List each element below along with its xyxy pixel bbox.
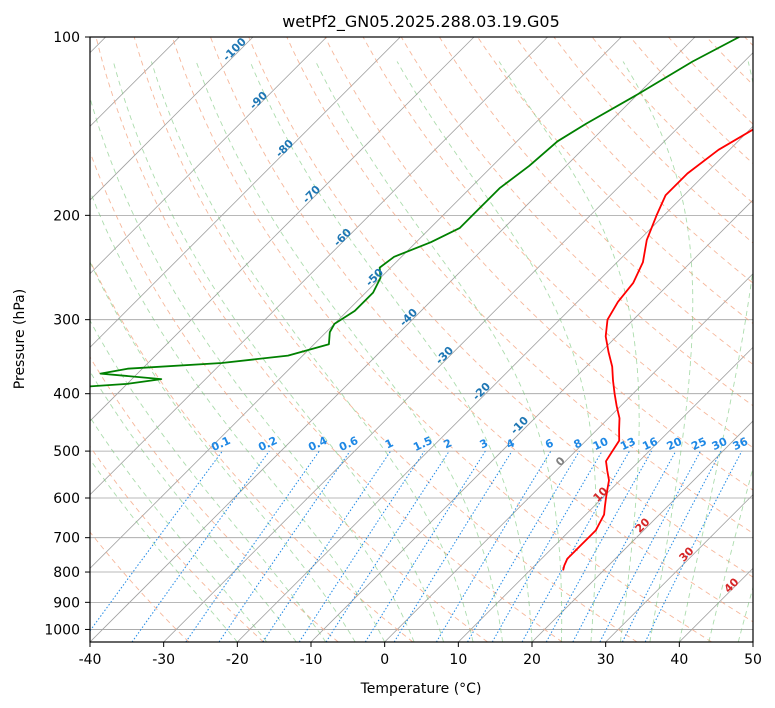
isotherm-line (605, 494, 753, 642)
moist-adiabat-line (315, 61, 563, 642)
isotherm-line (90, 37, 548, 496)
moist-adiabat-line (498, 61, 640, 642)
x-tick-label: -30 (152, 652, 175, 668)
moist-adiabat-line (90, 260, 356, 642)
mixing-ratio-line (185, 450, 320, 642)
isotherm-line (90, 37, 622, 569)
moist-adiabat-line (678, 61, 753, 642)
mixing-ratio-line (218, 450, 351, 642)
dry-adiabat-line (133, 37, 638, 642)
dry-adiabat-line (324, 37, 753, 491)
dry-adiabat-line (400, 37, 753, 407)
dry-adiabat-line (90, 356, 339, 642)
isotherm-line (384, 273, 753, 642)
moist-adiabat-line (708, 466, 753, 642)
x-tick-label: 40 (670, 652, 688, 668)
dry-adiabat-line (210, 37, 753, 623)
mixing-ratio-line (491, 450, 603, 642)
x-tick-label: -40 (79, 652, 102, 668)
dewpoint-profile (90, 37, 740, 388)
y-tick-label: 1000 (44, 622, 80, 638)
moist-adiabat-line (396, 61, 597, 642)
moist-adiabat-line (249, 61, 533, 642)
plot-frame (89, 36, 754, 643)
dry-adiabat-line (90, 531, 190, 642)
isotherm-line (90, 37, 696, 642)
mixing-ratio-label: 16 (640, 435, 660, 453)
moist-adiabat-line (622, 61, 694, 642)
mixing-ratio-line (393, 450, 513, 642)
mixing-ratio-label: 10 (591, 435, 611, 453)
temperature-profile (562, 128, 753, 571)
mixing-ratio-line (572, 450, 677, 642)
mixing-ratio-label: 36 (731, 435, 751, 453)
chart-title: wetPf2_GN05.2025.288.03.19.G05 (282, 12, 560, 32)
mixing-ratio-label: 30 (710, 435, 730, 453)
x-tick-label: 0 (380, 652, 389, 668)
x-axis-label: Temperature (°C) (360, 681, 482, 697)
y-tick-label: 500 (53, 444, 80, 460)
x-tick-label: -20 (226, 652, 249, 668)
mixing-ratio-label: 25 (689, 435, 708, 453)
mixing-ratio-line (325, 450, 450, 642)
moist-adiabat-line (90, 96, 415, 642)
y-tick-label: 400 (53, 387, 80, 403)
background-lines (90, 37, 753, 642)
y-tick-label: 200 (53, 208, 80, 224)
mixing-ratio-line (364, 450, 486, 642)
y-tick-label: 700 (53, 531, 80, 547)
mixing-ratio-line (599, 450, 701, 642)
isotherm-line (531, 420, 753, 642)
dry-adiabat-line (286, 37, 753, 534)
dry-adiabat-line (439, 37, 753, 365)
isotherm-line (90, 37, 401, 348)
y-tick-label: 900 (53, 595, 80, 611)
moist-adiabat-line (90, 458, 238, 642)
x-tick-label: 50 (744, 652, 762, 668)
isotherm-line (90, 37, 475, 422)
y-tick-label: 100 (53, 30, 80, 46)
dry-adiabat-line (90, 259, 414, 642)
isotherm-line (237, 125, 753, 642)
y-tick-label: 800 (53, 565, 80, 581)
mixing-ratio-label: 20 (665, 435, 685, 453)
isotherm-line (163, 52, 753, 642)
mixing-ratio-line (298, 450, 425, 642)
profile-lines (90, 37, 753, 571)
x-tick-label: 20 (523, 652, 541, 668)
moist-adiabat-line (90, 190, 386, 642)
dry-adiabat-line (248, 37, 753, 578)
mixing-ratio-line (644, 450, 743, 642)
mixing-ratio-line (131, 450, 270, 642)
mixing-ratio-label: 13 (618, 435, 637, 453)
isotherm-line (90, 37, 327, 275)
mixing-ratio-line (545, 450, 653, 642)
mixing-ratio-line (521, 450, 630, 642)
y-axis-label: Pressure (hPa) (12, 289, 28, 389)
isotherm-line (458, 346, 753, 642)
y-tick-label: 300 (53, 313, 80, 329)
x-tick-label: 30 (597, 652, 615, 668)
isotherm-line (90, 37, 254, 201)
x-tick-label: -10 (300, 652, 323, 668)
dry-adiabat-line (95, 37, 563, 642)
dry-adiabat-line (362, 37, 753, 449)
axes: -40 -30 -20 -10 0 10 20 30 40 50 100 200 300 400 500 60… (44, 30, 762, 668)
x-tick-label: 10 (449, 652, 467, 668)
mixing-ratio-line (90, 450, 223, 632)
y-tick-label: 600 (53, 491, 80, 507)
moist-adiabat-line (150, 61, 474, 642)
mixing-ratio-line (621, 450, 722, 642)
